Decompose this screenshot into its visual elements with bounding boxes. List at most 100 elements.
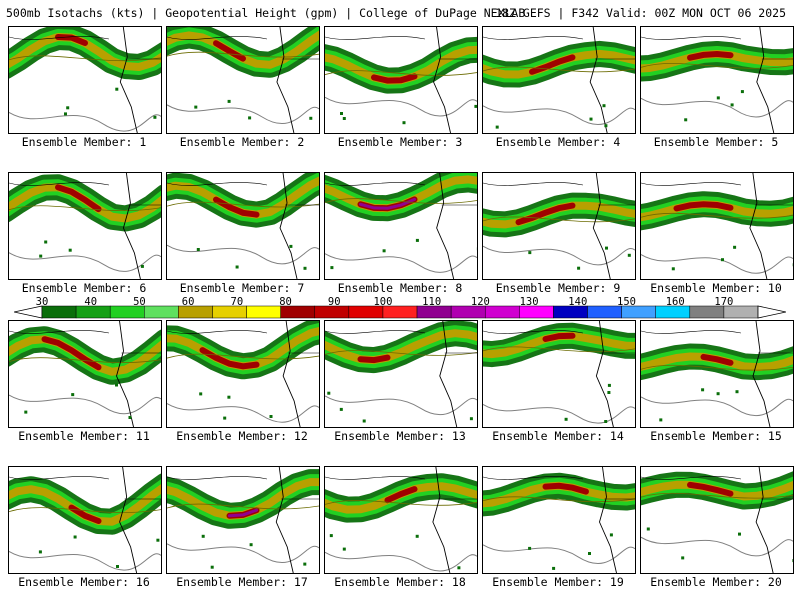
coastline [589, 27, 608, 133]
colorbar-arrow-right [757, 305, 786, 319]
speed-speckle [577, 266, 581, 270]
speed-speckle [684, 118, 688, 122]
coastline [641, 330, 742, 334]
speed-speckle [681, 556, 685, 560]
jet-core [542, 482, 589, 495]
speed-speckle [235, 265, 239, 269]
panel-label: Ensemble Member: 12 [176, 429, 308, 443]
colorbar-label: 70 [230, 296, 244, 308]
colorbar-label: 120 [470, 296, 490, 308]
speed-speckle [415, 534, 419, 538]
jet-map [9, 27, 161, 133]
colorbar-label: 90 [327, 296, 341, 308]
jet-map [483, 321, 635, 427]
coastline [119, 27, 138, 133]
speed-speckle [564, 417, 568, 421]
jet-map [9, 467, 161, 573]
jet-map [641, 173, 793, 279]
coastline [483, 182, 584, 186]
panel-label: Ensemble Member: 16 [18, 575, 150, 589]
speed-speckle [289, 244, 293, 248]
panel-label: Ensemble Member: 20 [650, 575, 782, 589]
speed-speckle [309, 116, 313, 120]
colorbar-label: 140 [568, 296, 588, 308]
speed-speckle [589, 117, 593, 121]
speed-speckle [588, 552, 591, 555]
panel-label: Ensemble Member: 4 [495, 135, 621, 149]
jet-map [9, 173, 161, 279]
height-contour [9, 394, 161, 415]
ensemble-panel-11 [8, 320, 162, 428]
speed-speckle [605, 246, 608, 250]
speed-speckle [716, 96, 720, 100]
speed-speckle [140, 264, 144, 268]
height-contour [167, 244, 319, 265]
jet-map [483, 467, 635, 573]
height-contour [325, 500, 477, 506]
coastline [325, 36, 426, 40]
panel-label: Ensemble Member: 5 [653, 135, 779, 149]
coastline [116, 321, 134, 427]
colorbar [14, 305, 786, 319]
speed-speckle [740, 90, 744, 94]
speed-speckle [474, 104, 477, 108]
panel-label: Ensemble Member: 19 [492, 575, 624, 589]
jet-map [325, 173, 477, 279]
jet-core [673, 201, 734, 212]
height-contour [483, 544, 635, 564]
coastline [122, 173, 141, 279]
speed-speckle [73, 535, 77, 539]
speed-speckle [116, 565, 119, 568]
height-contour [325, 198, 477, 204]
coastline [433, 27, 451, 133]
jet-core [384, 486, 418, 504]
colorbar-label: 160 [665, 296, 685, 308]
height-contour [9, 550, 161, 571]
height-contour [167, 543, 319, 563]
ensemble-panel-16 [8, 466, 162, 574]
jet-core [357, 354, 391, 364]
coastline [325, 182, 426, 186]
speed-speckle [607, 383, 611, 387]
coastline [167, 182, 268, 186]
height-contour [325, 96, 477, 117]
speed-speckle [66, 106, 70, 110]
height-contour [483, 496, 635, 503]
panel-label: Ensemble Member: 3 [337, 135, 463, 149]
height-contour [167, 201, 319, 208]
height-contour [167, 353, 319, 360]
speed-speckle [128, 416, 132, 419]
jet-core [529, 54, 576, 75]
panel-label: Ensemble Member: 14 [492, 429, 624, 443]
speed-speckle [528, 251, 532, 255]
ensemble-panel-14 [482, 320, 636, 428]
speed-speckle [604, 124, 608, 128]
speed-speckle [327, 391, 331, 395]
jet-map [641, 467, 793, 573]
speed-speckle [716, 392, 720, 396]
height-contour [167, 403, 319, 423]
height-contour [483, 105, 635, 125]
height-contour [641, 97, 793, 118]
speed-speckle [602, 104, 606, 108]
colorbar-swatch [144, 305, 179, 319]
colorbar-label: 30 [35, 296, 49, 308]
panel-label: Ensemble Member: 11 [18, 429, 150, 443]
coastline [167, 36, 268, 40]
panel-label: Ensemble Member: 2 [179, 135, 305, 149]
jet-core [199, 347, 260, 370]
coastline [483, 476, 584, 480]
ensemble-panel-13 [324, 320, 478, 428]
height-contour [9, 507, 161, 513]
ensemble-panel-4 [482, 26, 636, 134]
speed-speckle [38, 550, 42, 554]
run-info: 18Z GEFS | F342 Valid: 00Z MON OCT 06 20… [495, 6, 786, 20]
speed-speckle [627, 253, 631, 257]
speed-speckle [733, 245, 737, 249]
speed-speckle [196, 248, 200, 251]
height-contour [483, 245, 635, 266]
jet-core [687, 481, 734, 497]
speed-speckle [382, 249, 386, 253]
coastline [595, 321, 614, 427]
ensemble-panel-9 [482, 172, 636, 280]
